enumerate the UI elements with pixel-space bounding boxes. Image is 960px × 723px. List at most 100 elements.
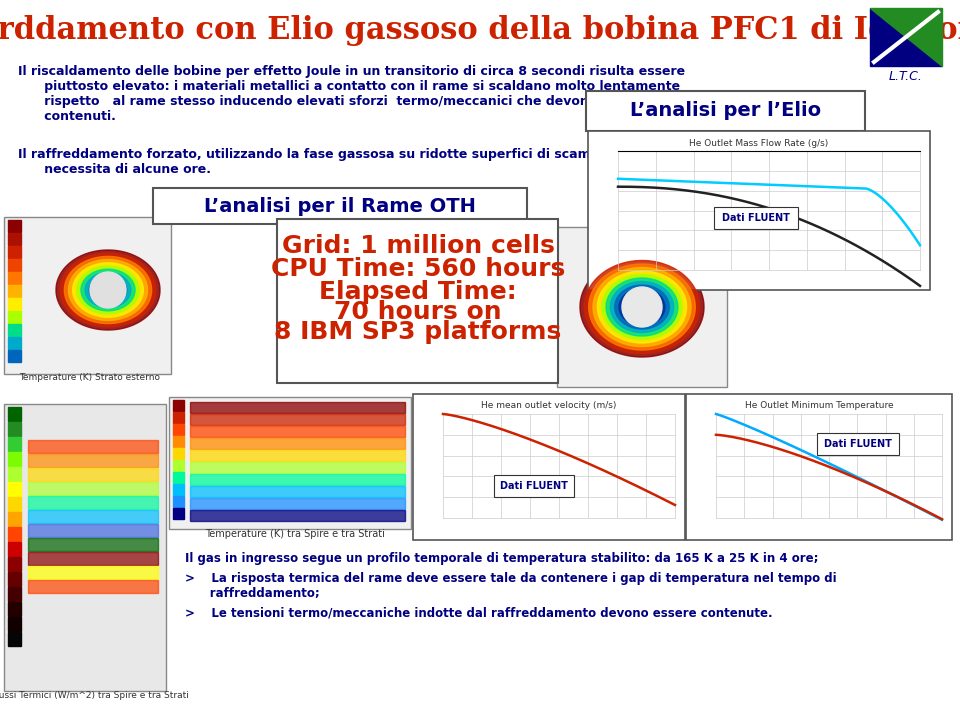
Polygon shape [585,260,700,354]
Circle shape [622,287,662,327]
Bar [173,424,184,435]
Bar [190,486,405,497]
Polygon shape [56,250,160,330]
Text: L’analisi per il Rame OTH: L’analisi per il Rame OTH [204,197,476,215]
Bar [28,440,158,453]
Bar [190,462,405,473]
Bar [8,497,21,511]
Bar [8,452,21,466]
Bar [173,496,184,507]
Bar [190,474,405,485]
Bar [28,496,158,509]
Bar [173,448,184,459]
Polygon shape [93,279,123,301]
Bar [8,350,21,362]
Bar [8,311,21,323]
FancyBboxPatch shape [588,131,930,290]
FancyBboxPatch shape [169,397,411,529]
FancyBboxPatch shape [557,227,727,387]
Bar [8,512,21,526]
Text: Dati FLUENT: Dati FLUENT [824,439,892,449]
Text: Flussi Termici (W/m^2) tra Spire e tra Strati: Flussi Termici (W/m^2) tra Spire e tra S… [0,690,189,699]
Bar [8,632,21,646]
FancyBboxPatch shape [817,433,899,455]
Bar [8,587,21,601]
Polygon shape [89,275,127,304]
Text: Rafferddamento con Elio gassoso della bobina PFC1 di Ignitor: Rafferddamento con Elio gassoso della bo… [0,14,960,46]
Bar [8,602,21,616]
Polygon shape [870,8,942,66]
Polygon shape [593,268,691,346]
Bar [28,482,158,495]
Bar [190,426,405,437]
Bar [173,400,184,411]
Bar [28,566,158,579]
Polygon shape [870,8,942,66]
Bar [28,454,158,467]
Bar [190,510,405,521]
Text: He mean outlet velocity (m/s): He mean outlet velocity (m/s) [481,401,616,411]
Bar [8,482,21,496]
Bar [28,510,158,523]
Polygon shape [60,253,156,327]
Bar [8,557,21,571]
Text: Temperature (K) tra Spire e tra Strati: Temperature (K) tra Spire e tra Strati [205,529,385,539]
Polygon shape [85,273,131,307]
Bar [8,233,21,245]
Bar [8,617,21,631]
Bar [8,298,21,310]
Polygon shape [611,281,674,333]
Bar [190,402,405,413]
Polygon shape [602,275,683,340]
Text: Dati FLUENT: Dati FLUENT [722,213,790,223]
Bar [8,542,21,556]
Text: He Outlet Mass Flow Rate (g/s): He Outlet Mass Flow Rate (g/s) [689,139,828,147]
Bar [8,467,21,481]
Polygon shape [597,271,686,343]
Bar [8,337,21,349]
Bar [8,272,21,284]
Bar [173,460,184,471]
Bar [28,552,158,565]
Polygon shape [606,278,678,336]
Bar [190,414,405,425]
FancyBboxPatch shape [413,394,685,540]
Bar [8,220,21,232]
Polygon shape [588,264,695,350]
Bar [173,472,184,483]
Text: Grid: 1 million cells: Grid: 1 million cells [281,234,555,258]
Text: He Outlet Minimum Temperature: He Outlet Minimum Temperature [745,401,894,411]
FancyBboxPatch shape [714,207,798,229]
FancyBboxPatch shape [277,219,558,383]
Bar [28,468,158,481]
Polygon shape [614,285,669,329]
Text: Il gas in ingresso segue un profilo temporale di temperatura stabilito: da 165 K: Il gas in ingresso segue un profilo temp… [185,552,819,565]
FancyBboxPatch shape [586,91,865,131]
FancyBboxPatch shape [153,188,527,224]
Bar [8,422,21,436]
Text: Temperature (K) Strato esterno: Temperature (K) Strato esterno [19,374,160,382]
Bar [8,437,21,451]
Polygon shape [77,266,139,314]
Bar [190,438,405,449]
FancyBboxPatch shape [4,217,171,374]
FancyBboxPatch shape [686,394,952,540]
Bar [8,324,21,336]
FancyBboxPatch shape [494,475,574,497]
FancyBboxPatch shape [4,404,166,691]
Bar [8,407,21,421]
Bar [173,508,184,519]
Polygon shape [628,296,657,319]
Text: >    Le tensioni termo/meccaniche indotte dal raffreddamento devono essere conte: > Le tensioni termo/meccaniche indotte d… [185,607,773,620]
Text: Dati FLUENT: Dati FLUENT [500,481,568,491]
Text: >    La risposta termica del rame deve essere tale da contenere i gap di tempera: > La risposta termica del rame deve esse… [185,572,836,600]
Text: CPU Time: 560 hours: CPU Time: 560 hours [271,257,565,281]
Circle shape [90,272,126,308]
Polygon shape [623,292,660,322]
Polygon shape [580,257,704,357]
Bar [28,524,158,537]
Bar [8,572,21,586]
Text: L’analisi per l’Elio: L’analisi per l’Elio [631,101,822,121]
Text: 70 hours on: 70 hours on [334,300,502,324]
Bar [190,498,405,509]
